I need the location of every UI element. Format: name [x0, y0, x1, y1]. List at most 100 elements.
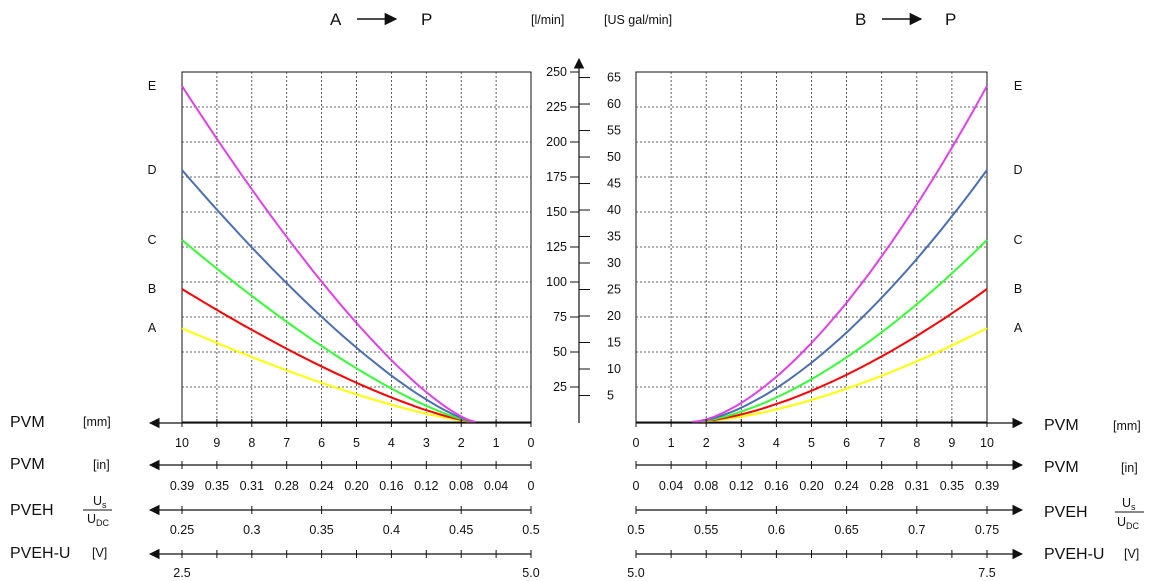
series-label-right-E: E	[1014, 79, 1022, 93]
x-tick-label-pveh-u-left: 5.0	[522, 566, 539, 580]
pvm-in-unit-right: [in]	[1121, 461, 1138, 475]
svg-text:Us: Us	[1122, 496, 1136, 512]
x-tick-label-pvm-mm-left: 5	[353, 436, 360, 450]
series-label-right-C: C	[1013, 233, 1022, 247]
y-tick-label-lpm: 150	[546, 205, 567, 219]
x-tick-label-pvm-in-left: 0	[528, 479, 535, 493]
x-tick-label-pvm-mm-right: 2	[703, 436, 710, 450]
x-tick-label-pvm-mm-left: 4	[388, 436, 395, 450]
x-tick-label-pvm-in-right: 0.20	[799, 479, 823, 493]
x-tick-label-pvm-mm-right: 7	[878, 436, 885, 450]
curve-left-C	[181, 239, 476, 423]
y-tick-label-gpm: 40	[607, 203, 621, 217]
x-tick-label-pveh-right: 0.5	[627, 523, 644, 537]
pveh-label-right: PVEH	[1044, 504, 1088, 521]
y-tick-label-lpm: 250	[546, 65, 567, 79]
series-label-left-B: B	[148, 282, 156, 296]
x-tick-label-pvm-mm-right: 3	[738, 436, 745, 450]
curve-right-B	[692, 288, 988, 423]
x-tick-label-pvm-in-left: 0.28	[275, 479, 299, 493]
pveh-fraction-left: Us UDC	[83, 494, 112, 528]
x-tick-label-pvm-in-left: 0.08	[449, 479, 473, 493]
y-tick-label-lpm: 100	[546, 275, 567, 289]
curve-left-E	[181, 85, 476, 423]
x-tick-label-pvm-in-left: 0.24	[309, 479, 333, 493]
y-tick-label-lpm: 225	[546, 100, 567, 114]
pvm-mm-unit-left: [mm]	[83, 415, 111, 429]
x-tick-label-pvm-in-left: 0.12	[414, 479, 438, 493]
heading-b-to: P	[945, 10, 956, 29]
pvm-in-unit-left: [in]	[93, 458, 110, 472]
x-tick-label-pvm-in-right: 0.08	[694, 479, 718, 493]
pvm-mm-unit-right: [mm]	[1113, 419, 1141, 433]
pveh-u-label-right: PVEH-U	[1044, 546, 1104, 563]
curve-right-E	[692, 85, 988, 423]
series-labels: A B C D E A B C D E	[147, 79, 1022, 335]
x-tick-label-pvm-in-left: 0.20	[344, 479, 368, 493]
y-tick-label-gpm: 65	[607, 71, 621, 85]
pveh-label-left: PVEH	[10, 502, 54, 519]
heading-a-to: P	[421, 10, 432, 29]
x-tick-label-pvm-in-left: 0.31	[240, 479, 264, 493]
pvm-mm-label-left: PVM	[10, 414, 45, 431]
curve-left-B	[181, 288, 476, 423]
heading-b-from: B	[855, 10, 866, 29]
x-tick-label-pvm-mm-left: 0	[528, 436, 535, 450]
x-tick-label-pvm-in-right: 0	[633, 479, 640, 493]
pveh-fraction-right: Us UDC	[1115, 496, 1144, 531]
x-tick-label-pvm-in-left: 0.35	[205, 479, 229, 493]
x-tick-label-pveh-left: 0.4	[383, 523, 400, 537]
heading-a-to-p: A P	[330, 10, 432, 29]
y-axis-ticks: 250 225 200 175 150 125 100 75 50 25 65 60 55 50 45 40 3…	[546, 65, 621, 403]
x-tick-label-pveh-u-left: 2.5	[173, 566, 190, 580]
x-tick-label-pvm-in-right: 0.31	[905, 479, 929, 493]
x-tick-label-pveh-right: 0.65	[834, 523, 858, 537]
curve-left-D	[181, 169, 476, 423]
series-label-left-D: D	[147, 163, 156, 177]
y-tick-label-gpm: 25	[607, 283, 621, 297]
y-tick-label-gpm: 45	[607, 177, 621, 191]
x-tick-label-pvm-in-right: 0.04	[659, 479, 683, 493]
x-tick-label-pveh-right: 0.6	[768, 523, 785, 537]
pveh-u-unit-left: [V]	[92, 546, 107, 560]
x-tick-label-pvm-mm-left: 10	[175, 436, 189, 450]
x-tick-label-pvm-in-left: 0.04	[484, 479, 508, 493]
pvm-in-label-right: PVM	[1044, 459, 1079, 476]
x-tick-label-pveh-u-right: 7.5	[978, 566, 995, 580]
y-tick-label-gpm: 60	[607, 97, 621, 111]
x-tick-label-pveh-right: 0.55	[694, 523, 718, 537]
x-tick-label-pvm-in-left: 0.16	[379, 479, 403, 493]
y-unit-gpm: [US gal/min]	[604, 13, 672, 27]
x-tick-label-pvm-in-right: 0.12	[729, 479, 753, 493]
curve-right-D	[692, 169, 988, 423]
y-tick-label-gpm: 15	[607, 336, 621, 350]
series-label-left-C: C	[147, 233, 156, 247]
series-label-right-B: B	[1014, 282, 1022, 296]
series-label-left-E: E	[148, 79, 156, 93]
curves-left	[181, 85, 476, 423]
x-axes: 10 09 18 27 36 45 54 63 72 81 90 100.39 00.35 0.040.3…	[148, 417, 1024, 580]
x-tick-label-pveh-u-right: 5.0	[627, 566, 644, 580]
y-tick-label-lpm: 25	[553, 380, 567, 394]
x-tick-label-pvm-mm-right: 0	[633, 436, 640, 450]
x-tick-label-pvm-in-left: 0.39	[170, 479, 194, 493]
curve-right-A	[692, 327, 988, 423]
y-tick-label-gpm: 10	[607, 362, 621, 376]
grid-right	[636, 72, 987, 422]
x-tick-label-pveh-left: 0.35	[309, 523, 333, 537]
y-tick-label-lpm: 200	[546, 135, 567, 149]
x-tick-label-pvm-mm-left: 8	[248, 436, 255, 450]
row-labels-right: PVM [mm] PVM [in] PVEH Us UDC PVEH-U [V]	[1044, 417, 1144, 563]
y-tick-label-lpm: 50	[553, 345, 567, 359]
pveh-u-label-left: PVEH-U	[10, 545, 70, 562]
x-tick-label-pvm-mm-right: 10	[980, 436, 994, 450]
svg-text:UDC: UDC	[87, 512, 110, 528]
x-tick-label-pvm-in-right: 0.35	[940, 479, 964, 493]
svg-text:Us: Us	[93, 494, 107, 510]
x-tick-label-pveh-left: 0.5	[522, 523, 539, 537]
x-tick-label-pvm-mm-left: 7	[283, 436, 290, 450]
y-tick-label-lpm: 175	[546, 170, 567, 184]
x-tick-label-pvm-mm-right: 9	[948, 436, 955, 450]
y-tick-label-gpm: 20	[607, 309, 621, 323]
x-tick-label-pvm-mm-left: 2	[458, 436, 465, 450]
